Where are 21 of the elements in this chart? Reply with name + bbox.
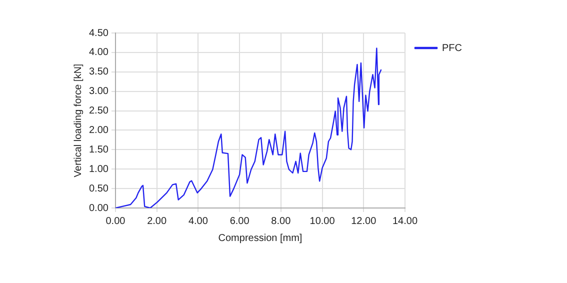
x-tick-label: 2.00 <box>147 216 167 227</box>
x-tick-label: 0.00 <box>106 216 126 227</box>
y-tick-label: 3.00 <box>88 86 109 98</box>
x-axis-title: Compression [mm] <box>218 232 302 244</box>
y-tick-label: 1.00 <box>88 164 109 175</box>
y-tick-label: 4.00 <box>88 47 109 58</box>
x-tick-label: 6.00 <box>230 216 250 227</box>
x-tick-label: 12.00 <box>351 216 377 227</box>
y-tick-label: 2.50 <box>88 106 109 117</box>
y-tick-label: 4.50 <box>88 28 109 39</box>
y-tick-label: 3.50 <box>88 66 109 78</box>
y-axis-title: Vertical loading force [kN] <box>72 64 84 178</box>
x-tick-label: 4.00 <box>188 216 208 227</box>
y-tick-label: 0.50 <box>88 183 109 194</box>
y-tick-label: 0.00 <box>88 202 109 214</box>
legend-label: PFC <box>442 42 462 54</box>
y-tick-label: 1.50 <box>88 144 109 156</box>
x-tick-label: 8.00 <box>271 216 292 227</box>
x-tick-label: 14.00 <box>392 216 418 227</box>
y-tick-label: 2.00 <box>88 124 109 136</box>
x-tick-label: 10.00 <box>310 216 336 227</box>
